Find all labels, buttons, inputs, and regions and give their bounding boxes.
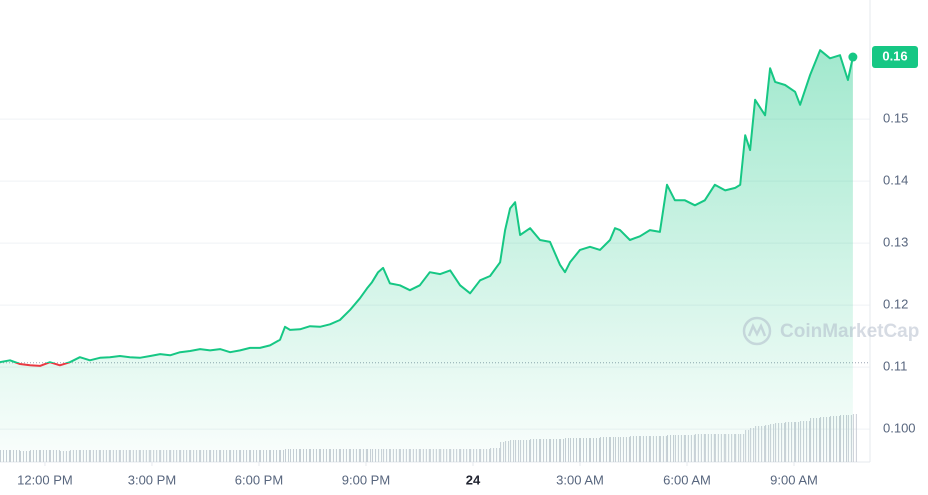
y-tick-label: 0.11: [883, 359, 907, 374]
x-tick-label: 9:00 AM: [770, 472, 818, 487]
y-tick-label: 0.12: [883, 297, 908, 312]
y-tick-label: 0.15: [883, 111, 908, 126]
area: [0, 50, 853, 462]
x-tick-label: 24: [466, 472, 481, 487]
y-tick-label: 0.13: [883, 235, 908, 250]
price-tag-label: 0.16: [882, 48, 907, 63]
watermark: CoinMarketCap: [742, 316, 919, 346]
price-tag: [872, 46, 918, 69]
y-tick-label: 0.100: [883, 421, 916, 436]
volume-bar: [852, 414, 854, 462]
last-point: [848, 52, 858, 62]
x-tick-label: 6:00 AM: [663, 472, 711, 487]
x-tick-label: 3:00 PM: [128, 472, 176, 487]
x-tick-label: 9:00 PM: [342, 472, 390, 487]
price-line: [0, 49, 854, 367]
x-tick-label: 12:00 PM: [17, 472, 73, 487]
x-tick-label: 3:00 AM: [556, 472, 604, 487]
y-tick-label: 0.14: [883, 173, 908, 188]
watermark-text: CoinMarketCap: [780, 321, 919, 342]
x-tick-label: 6:00 PM: [235, 472, 283, 487]
volume-bar: [855, 414, 857, 462]
